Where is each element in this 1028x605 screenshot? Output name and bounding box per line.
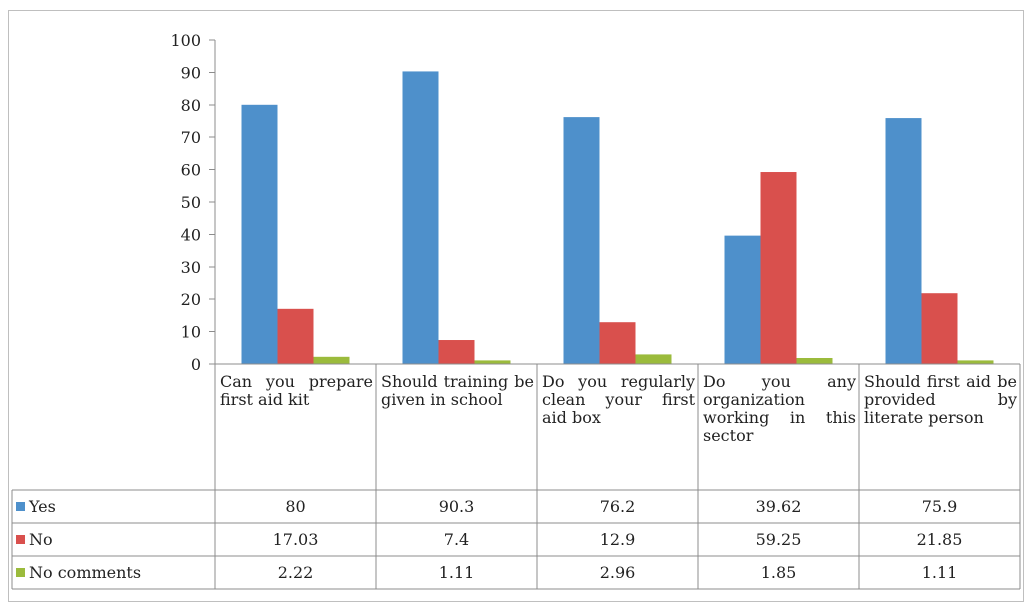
legend-entry-no: No xyxy=(12,523,215,556)
legend-label: No xyxy=(29,530,53,549)
y-tick-label: 90 xyxy=(181,63,201,82)
x-category-label: Should training be given in school xyxy=(381,373,534,409)
data-table-value: 1.11 xyxy=(438,563,475,582)
bar-yes xyxy=(724,235,761,364)
bar-yes xyxy=(241,104,278,365)
y-tick-label: 100 xyxy=(170,31,201,50)
bar-no-comments xyxy=(957,360,994,364)
data-table-value: 12.9 xyxy=(599,530,636,549)
y-tick-label: 30 xyxy=(181,258,201,277)
legend-swatch xyxy=(16,535,25,544)
legend-swatch xyxy=(16,502,25,511)
chart-frame xyxy=(8,10,1024,602)
y-tick-label: 70 xyxy=(181,128,201,147)
bar-no xyxy=(760,172,797,364)
x-category-label: Can you prepare first aid kit xyxy=(220,373,373,409)
y-tick-label: 10 xyxy=(181,323,201,342)
data-table-value: 2.22 xyxy=(277,563,314,582)
bar-no-comments xyxy=(313,356,350,364)
data-table-value: 75.9 xyxy=(921,497,958,516)
x-category-label: Do you any organization working in this … xyxy=(703,373,856,445)
bar-yes xyxy=(563,117,600,364)
y-tick-label: 40 xyxy=(181,225,201,244)
bar-no xyxy=(438,340,475,364)
y-tick-label: 20 xyxy=(181,290,201,309)
bar-no-comments xyxy=(474,360,511,364)
legend-label: No comments xyxy=(29,563,142,582)
data-table-value: 7.4 xyxy=(443,530,470,549)
bar-yes xyxy=(402,71,439,364)
bar-no xyxy=(921,293,958,364)
legend-label: Yes xyxy=(29,497,56,516)
y-tick-label: 0 xyxy=(191,355,201,374)
data-table-value: 59.25 xyxy=(755,530,802,549)
y-tick-label: 60 xyxy=(181,161,201,180)
legend-entry-yes: Yes xyxy=(12,490,215,523)
bar-no xyxy=(599,322,636,364)
data-table-value: 76.2 xyxy=(599,497,636,516)
legend-entry-no-comments: No comments xyxy=(12,556,215,589)
data-table-value: 2.96 xyxy=(599,563,636,582)
data-table-value: 21.85 xyxy=(916,530,963,549)
data-table-value: 39.62 xyxy=(755,497,802,516)
x-category-label: Should first aid be provided by literate… xyxy=(864,373,1017,427)
data-table-value: 80 xyxy=(285,497,306,516)
legend-swatch xyxy=(16,568,25,577)
y-tick-label: 50 xyxy=(181,193,201,212)
bar-no xyxy=(277,308,314,364)
bar-no-comments xyxy=(635,354,672,364)
data-table-value: 1.11 xyxy=(921,563,958,582)
data-table-value: 90.3 xyxy=(438,497,475,516)
bar-yes xyxy=(885,118,922,364)
bar-no-comments xyxy=(796,358,833,364)
data-table-value: 17.03 xyxy=(272,530,319,549)
data-table-value: 1.85 xyxy=(760,563,797,582)
y-tick-label: 80 xyxy=(181,96,201,115)
x-category-label: Do you regularly clean your first aid bo… xyxy=(542,373,695,427)
